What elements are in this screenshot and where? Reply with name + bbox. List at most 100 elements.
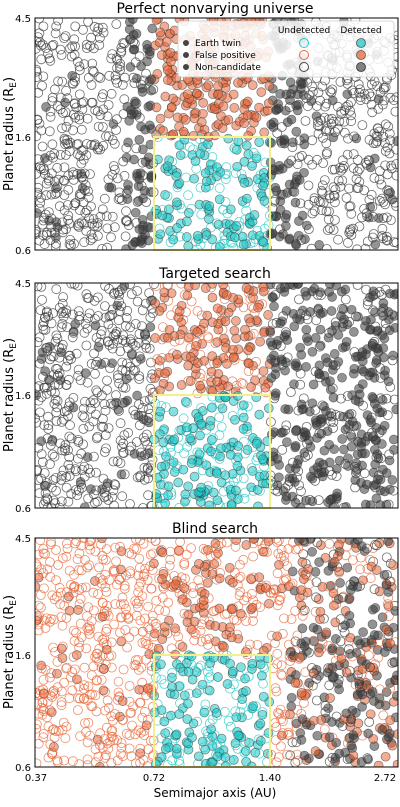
scatter-point [382, 599, 393, 610]
scatter-point [341, 336, 352, 347]
scatter-point [130, 207, 141, 218]
scatter-point [137, 87, 148, 97]
scatter-point [61, 308, 71, 319]
scatter-point [285, 77, 296, 88]
scatter-point [79, 412, 90, 423]
scatter-point [238, 473, 249, 484]
scatter-point [369, 584, 380, 595]
scatter-point [35, 32, 43, 42]
scatter-point [369, 444, 380, 455]
scatter-point [362, 753, 373, 764]
scatter-point [231, 316, 241, 326]
ylabel-panel-2: Planet radius (RE) [2, 338, 19, 452]
scatter-point [49, 148, 60, 159]
scatter-point [47, 449, 58, 460]
scatter-point [210, 621, 221, 631]
scatter-point [314, 557, 324, 567]
scatter-point [141, 429, 152, 440]
scatter-point [186, 296, 197, 307]
scatter-point [117, 714, 128, 725]
scatter-point [360, 243, 371, 250]
scatter-point [93, 292, 103, 303]
scatter-point [121, 312, 132, 323]
scatter-point [111, 397, 121, 408]
scatter-point [315, 606, 326, 617]
scatter-point [58, 227, 68, 238]
scatter-point [345, 648, 355, 659]
scatter-point [50, 28, 61, 39]
scatter-point [57, 620, 68, 631]
scatter-point [337, 434, 348, 444]
scatter-point [333, 234, 344, 245]
legend-marker-non-candidate-detected [356, 62, 366, 72]
scatter-point [99, 193, 110, 204]
scatter-point [366, 79, 377, 90]
scatter-point [52, 364, 63, 374]
scatter-point [313, 87, 324, 98]
scatter-point [177, 641, 188, 652]
scatter-point [61, 472, 71, 483]
scatter-point [82, 377, 93, 388]
scatter-point [162, 191, 173, 202]
scatter-point [195, 380, 205, 391]
scatter-point [165, 47, 176, 58]
scatter-point [158, 480, 169, 491]
scatter-point [133, 570, 144, 581]
scatter-point [59, 600, 70, 611]
scatter-point [300, 427, 311, 438]
scatter-point [241, 616, 251, 626]
scatter-point [206, 366, 217, 377]
scatter-point [180, 114, 191, 125]
scatter-point [211, 739, 222, 750]
scatter-point [344, 183, 355, 194]
ylabel-panel-3: Planet radius (RE) [2, 595, 19, 709]
scatter-point [147, 23, 158, 34]
scatter-point [367, 107, 378, 118]
scatter-point [388, 560, 398, 571]
scatter-point [290, 197, 301, 208]
scatter-point [233, 441, 243, 451]
scatter-point [114, 306, 125, 316]
scatter-point [345, 106, 356, 116]
scatter-point [230, 706, 241, 717]
scatter-point [346, 116, 357, 127]
scatter-point [48, 152, 58, 163]
legend-label-earth-twin: Earth twin [195, 39, 241, 49]
scatter-point [331, 711, 342, 722]
scatter-point [383, 121, 394, 132]
scatter-point [84, 538, 95, 547]
scatter-point [264, 81, 275, 91]
scatter-point [97, 575, 108, 586]
scatter-point [190, 629, 201, 639]
scatter-point [36, 192, 46, 203]
scatter-point [67, 70, 78, 81]
scatter-point [302, 101, 313, 112]
scatter-point [78, 97, 89, 107]
scatter-point [157, 547, 168, 558]
scatter-point [166, 102, 177, 113]
scatter-point [216, 467, 227, 478]
scatter-point [45, 111, 56, 122]
scatter-point [269, 165, 280, 176]
scatter-point [158, 566, 169, 577]
scatter-point [35, 723, 41, 734]
scatter-point [48, 475, 59, 486]
scatter-point [64, 239, 75, 250]
scatter-point [371, 355, 382, 366]
scatter-point [35, 407, 45, 418]
scatter-point [254, 572, 265, 583]
scatter-point [44, 53, 55, 64]
scatter-point [318, 158, 329, 169]
scatter-point [101, 750, 111, 761]
scatter-point [86, 201, 96, 212]
scatter-point [339, 116, 350, 127]
ytick-label-panel-3-mid: 1.6 [15, 651, 31, 662]
scatter-point [296, 585, 306, 595]
scatter-point [136, 61, 146, 71]
scatter-point [57, 339, 68, 350]
panel-title-3: Blind search [172, 521, 258, 537]
scatter-point [263, 220, 274, 231]
scatter-point [35, 549, 44, 560]
scatter-point [155, 406, 166, 417]
scatter-point [77, 465, 88, 475]
